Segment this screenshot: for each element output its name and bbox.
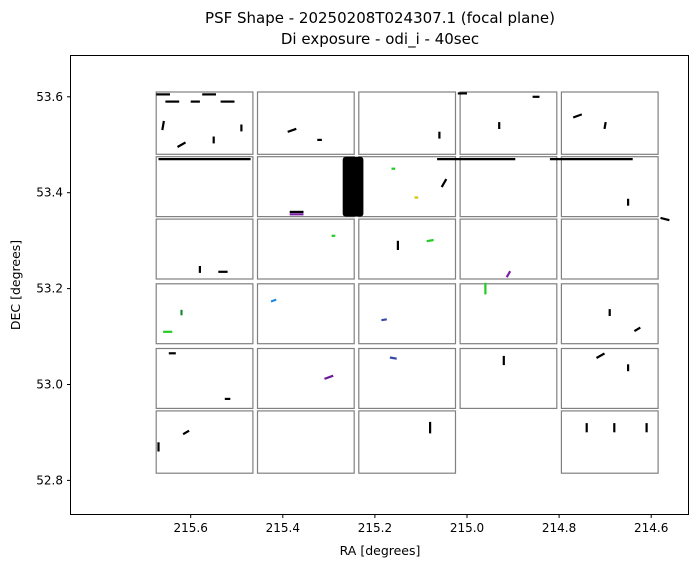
plot-area bbox=[155, 91, 670, 474]
ota-outline bbox=[256, 218, 355, 280]
psf-whisker bbox=[660, 216, 670, 222]
psf-whisker bbox=[270, 298, 277, 303]
psf-whisker-layer bbox=[156, 92, 670, 452]
x-tick-label: 214.8 bbox=[542, 521, 576, 535]
psf-whisker bbox=[182, 429, 190, 436]
y-axis-label: DEC [degrees] bbox=[8, 240, 23, 330]
psf-whisker bbox=[595, 352, 606, 359]
ota-outline bbox=[155, 156, 254, 218]
ota-outline bbox=[459, 218, 558, 280]
ota-outline bbox=[560, 156, 659, 218]
psf-whisker bbox=[572, 113, 583, 119]
ota-outline bbox=[560, 218, 659, 280]
x-axis-label: RA [degrees] bbox=[340, 543, 421, 558]
x-tick-label: 215.6 bbox=[174, 521, 208, 535]
x-tick-label: 214.6 bbox=[634, 521, 668, 535]
x-tick-label: 215.2 bbox=[358, 521, 392, 535]
psf-whisker bbox=[603, 121, 607, 130]
ota-outline bbox=[358, 347, 457, 410]
ota-outline bbox=[560, 91, 659, 155]
y-tick-label: 53.0 bbox=[36, 378, 63, 392]
ota-outline bbox=[155, 91, 254, 155]
x-tick-label: 215.4 bbox=[266, 521, 300, 535]
ota-outline bbox=[459, 347, 558, 410]
ota-outline bbox=[155, 218, 254, 280]
ota-outline bbox=[358, 283, 457, 345]
y-tick-label: 53.2 bbox=[36, 282, 63, 296]
ota-outline bbox=[459, 283, 558, 345]
dense-whisker-block bbox=[342, 156, 364, 217]
psf-whisker bbox=[633, 326, 641, 333]
psf-whisker bbox=[287, 127, 297, 133]
ota-outline bbox=[560, 347, 659, 410]
y-tick-label: 53.6 bbox=[36, 90, 63, 104]
ota-outline bbox=[256, 410, 355, 474]
psf-whisker bbox=[505, 270, 512, 278]
axes-frame bbox=[70, 55, 689, 515]
ota-outline bbox=[358, 410, 457, 474]
psf-whisker bbox=[440, 178, 448, 188]
psf-whisker bbox=[161, 120, 165, 131]
y-axis-ticks: 53.6 53.4 53.2 53.0 52.8 bbox=[36, 90, 71, 487]
ota-outline bbox=[358, 218, 457, 280]
psf-whisker bbox=[176, 141, 187, 148]
y-tick-label: 53.4 bbox=[36, 186, 63, 200]
ota-outline bbox=[256, 91, 355, 155]
x-tick-label: 215.0 bbox=[450, 521, 484, 535]
ota-outline bbox=[256, 347, 355, 410]
chart-title-line-2: Di exposure - odi_i - 40sec bbox=[281, 30, 479, 49]
ota-outline bbox=[155, 283, 254, 345]
psf-whisker bbox=[324, 374, 334, 380]
ota-outline bbox=[256, 283, 355, 345]
psf-whisker bbox=[381, 318, 387, 322]
x-axis-ticks: 215.6 215.4 215.2 215.0 214.8 214.6 bbox=[174, 514, 668, 535]
ota-outline bbox=[560, 410, 659, 474]
ota-outline bbox=[155, 347, 254, 410]
ota-outline bbox=[155, 410, 254, 474]
psf-whisker bbox=[389, 356, 397, 360]
ota-outline bbox=[358, 91, 457, 155]
ota-outline bbox=[459, 156, 558, 218]
ota-outline bbox=[560, 283, 659, 345]
chart-title-line-1: PSF Shape - 20250208T024307.1 (focal pla… bbox=[205, 9, 555, 27]
psf-whisker bbox=[426, 238, 434, 243]
ota-outline bbox=[459, 91, 558, 155]
y-tick-label: 52.8 bbox=[36, 473, 63, 487]
